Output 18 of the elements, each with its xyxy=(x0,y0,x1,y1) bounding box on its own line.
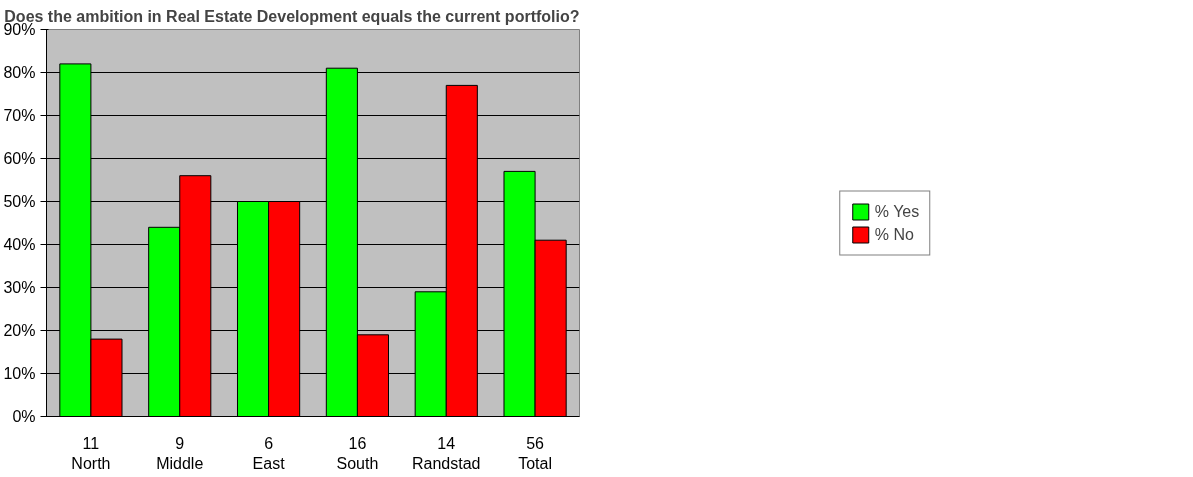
y-tick-label: 80% xyxy=(3,64,36,81)
x-tick-label: 14 Randstad xyxy=(412,434,481,472)
y-tick-label: 0% xyxy=(12,408,36,425)
y-tick-label: 10% xyxy=(3,365,36,382)
y-tick-label: 90% xyxy=(3,21,36,38)
x-tick-label: 11 North xyxy=(71,434,111,472)
y-tick-label: 40% xyxy=(3,236,36,253)
legend-label: % Yes xyxy=(874,202,920,220)
x-tick-label: 9 Middle xyxy=(156,434,204,472)
y-tick-label: 50% xyxy=(3,193,36,210)
y-tick-label: 60% xyxy=(3,150,36,167)
x-tick-label: 16 South xyxy=(336,434,379,472)
x-tick-label: 56 Total xyxy=(518,434,552,472)
y-tick-label: 70% xyxy=(3,107,36,124)
legend-label: % No xyxy=(874,225,914,243)
y-tick-label: 30% xyxy=(3,279,36,296)
y-tick-label: 20% xyxy=(3,322,36,339)
x-tick-label: 6 East xyxy=(252,434,286,472)
